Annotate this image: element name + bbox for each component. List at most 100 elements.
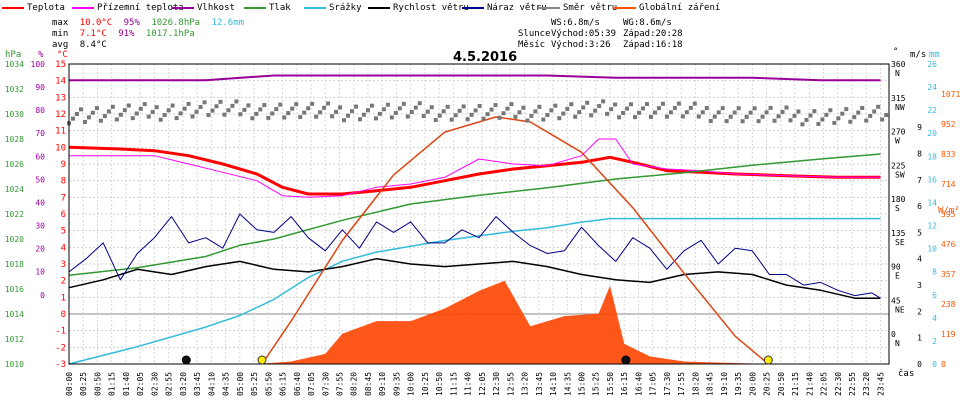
tick-label-humidity: 10 [35,268,45,277]
wind-direction-point [581,105,586,110]
legend-item-6: Náraz větru [462,3,547,13]
wind-direction-point [477,103,482,108]
wind-direction-point [186,101,191,106]
tick-label-pressure: 1028 [5,135,24,144]
tick-label-time: 14:35 [563,372,572,396]
wind-direction-point [190,114,195,119]
tick-label-time: 18:20 [691,372,700,396]
series-line-0 [68,145,881,196]
wind-direction-point [417,101,422,106]
tick-label-humidity: 20 [35,245,45,254]
tick-label-time: 15:00 [578,372,587,396]
wind-direction-point [876,104,881,109]
tick-label-radiation: 833 [941,150,956,159]
tick-label-wind: 2 [917,307,922,316]
legend-swatch [72,6,94,9]
unit-ms: m/s [910,50,927,60]
unit-mm: mm [929,50,940,60]
wind-direction-point [282,115,287,120]
wind-direction-point [469,112,474,117]
mesic-set: Západ:16:18 [623,40,683,50]
tick-label-wind: 8 [917,149,922,158]
wind-direction-point [234,99,239,104]
wind-direction-point [326,101,331,106]
tick-label-radiation: 238 [941,300,956,309]
wind-direction-point [812,109,817,114]
wind-direction-point [752,106,757,111]
tick-label-time: 11:40 [464,372,473,396]
wind-direction-point [485,112,490,117]
tick-label-radiation: 714 [941,180,956,189]
tick-label-time: 00:00 [65,372,74,396]
wind-direction-point [768,105,773,110]
wind-direction-point [509,102,514,107]
tick-label-rain: 4 [932,314,937,323]
tick-label-radiation: 476 [941,240,956,249]
tick-label-pressure: 1018 [5,260,24,269]
tick-label-time: 22:55 [848,372,857,396]
max-press: 1026.8hPa [151,18,201,28]
wind-direction-point [660,101,665,106]
tick-label-time: 19:35 [734,372,743,396]
wind-direction-point [808,113,813,118]
wind-direction-point [338,105,343,110]
wind-direction-point [597,103,602,108]
tick-label-time: 14:10 [549,372,558,396]
wind-direction-point [210,108,215,113]
wind-direction-point [445,104,450,109]
legend-label: Tlak [269,3,291,13]
wind-direction-point [114,117,119,122]
legend-swatch [462,6,484,9]
wind-direction-point [521,105,526,110]
wind-direction-point [593,108,598,113]
wind-direction-point [501,111,506,116]
tick-label-temp: 8 [61,177,66,187]
legend-swatch [614,6,636,9]
tick-label-rain: 22 [927,106,937,115]
tick-label-time: 02:55 [165,372,174,396]
wind-direction-point [457,108,462,113]
wind-direction-point [700,110,705,115]
tick-label-time: 10:25 [421,372,430,396]
tick-label-direction: 315 [891,94,906,103]
wind-direction-point [728,114,733,119]
tick-label-rain: 6 [932,291,937,300]
tick-label-direction-letter: N [895,339,900,348]
tick-label-radiation: 952 [941,120,956,129]
wind-direction-point [322,105,327,110]
tick-label-direction: 0 [891,330,896,339]
wind-direction-point [860,105,865,110]
tick-label-direction-letter: S [895,204,900,213]
wind-direction-point [262,103,267,108]
tick-label-temp: 10 [55,143,66,153]
wind-direction-point [848,119,853,124]
wind-direction-point [246,103,251,108]
max-temp: 10.0°C [79,18,113,28]
legend-item-7: Směr větru [538,3,617,13]
sunrise-marker [257,355,267,365]
legend-label: Globální záření [639,3,721,13]
tick-label-humidity: 100 [31,60,46,69]
wind-direction-point [748,110,753,115]
wind-direction-point [836,116,841,121]
wind-direction-point [202,100,207,105]
tick-label-radiation: 357 [941,270,956,279]
wind-direction-point [306,106,311,111]
plot-frame [68,63,890,365]
wind-direction-point [525,118,530,123]
wind-direction-point [82,119,87,124]
tick-label-temp: 2 [61,277,66,287]
max-label: max [52,18,69,28]
wind-direction-point [605,111,610,116]
wind-direction-point [816,121,821,126]
wind-direction-point [278,102,283,107]
tick-label-humidity: 40 [35,198,45,207]
tick-label-time: 02:05 [136,372,145,396]
wind-direction-point [330,114,335,119]
legend-item-8: Globální záření [614,3,720,13]
wind-direction-point [708,118,713,123]
wind-direction-point [549,108,554,113]
unit-deg: ° [893,47,899,57]
legend-swatch [172,6,194,9]
